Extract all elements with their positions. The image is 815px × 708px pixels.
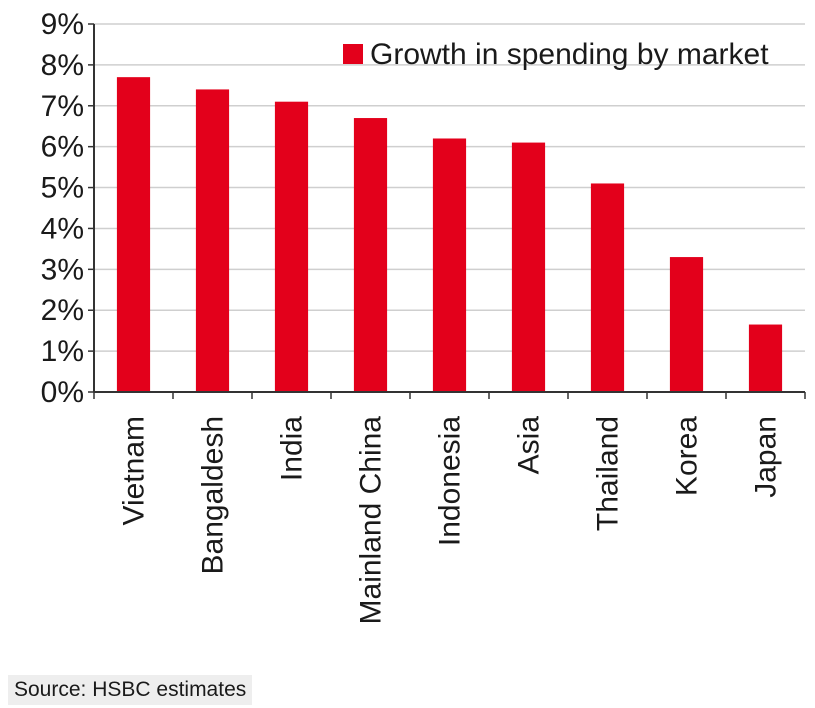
y-tick-label: 4% <box>41 212 84 245</box>
y-tick-label: 9% <box>41 8 84 41</box>
bars <box>116 77 783 393</box>
bar-vietnam <box>116 77 151 393</box>
y-tick-labels: 0% 1% 2% 3% 4% 5% 6% 7% 8% 9% <box>41 8 84 409</box>
x-tick-label: Indonesia <box>434 416 467 546</box>
legend-swatch <box>343 44 363 64</box>
y-tick-label: 7% <box>41 90 84 123</box>
x-tick-label: Thailand <box>592 416 625 531</box>
bar-indonesia <box>432 138 467 392</box>
x-tick-label: Mainland China <box>355 416 388 625</box>
bar-mainland-china <box>353 118 388 393</box>
legend-label: Growth in spending by market <box>370 38 769 71</box>
axes <box>88 23 806 399</box>
source-note: Source: HSBC estimates <box>8 675 253 705</box>
x-tick-label: Vietnam <box>118 416 151 526</box>
x-tick-label: Bangaldesh <box>197 416 230 574</box>
y-tick-label: 2% <box>41 294 84 327</box>
bar-chart: 0% 1% 2% 3% 4% 5% 6% 7% 8% 9% Vietnam Bangaldesh In… <box>41 8 806 625</box>
y-tick-label: 1% <box>41 335 84 368</box>
x-tick-label: Korea <box>671 416 704 496</box>
y-tick-label: 8% <box>41 49 84 82</box>
y-tick-label: 3% <box>41 253 84 286</box>
bar-india <box>274 101 309 392</box>
y-tick-label: 6% <box>41 131 84 164</box>
bar-korea <box>669 257 704 392</box>
bar-japan <box>748 324 783 392</box>
bar-asia <box>511 142 546 392</box>
bar-bangaldesh <box>195 89 230 392</box>
x-tick-label: Asia <box>513 416 546 475</box>
y-tick-label: 5% <box>41 172 84 205</box>
x-tick-label: India <box>276 416 309 481</box>
y-tick-label: 0% <box>41 376 84 409</box>
legend: Growth in spending by market <box>343 38 769 71</box>
bar-thailand <box>590 183 625 392</box>
x-tick-label: Japan <box>750 416 783 498</box>
x-category-labels: Vietnam Bangaldesh India Mainland China Indo… <box>118 416 783 625</box>
